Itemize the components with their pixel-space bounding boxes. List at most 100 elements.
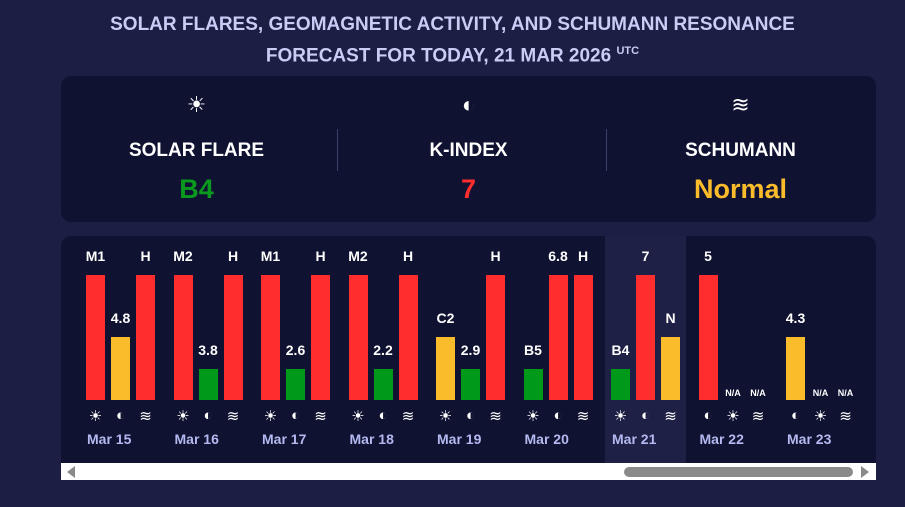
summary-schumann: ≋ SCHUMANN Normal xyxy=(605,76,876,222)
timezone: UTC xyxy=(616,45,640,57)
bar-kindex[interactable] xyxy=(786,337,805,400)
bar-schumann[interactable] xyxy=(398,275,418,400)
waves-icon: ≋ xyxy=(401,408,415,425)
sun-icon: ☀ xyxy=(613,408,628,425)
bar-solar[interactable] xyxy=(348,275,368,400)
title-line-1: SOLAR FLARES, GEOMAGNETIC ACTIVITY, AND … xyxy=(110,14,795,35)
bar-schumann[interactable] xyxy=(573,275,593,400)
summary-value: Normal xyxy=(693,174,788,204)
magnet-icon: ◐ xyxy=(703,407,713,424)
bar-label-solar: C2 xyxy=(436,310,455,326)
bar-solar[interactable] xyxy=(86,275,105,400)
bar-kindex[interactable] xyxy=(636,275,655,400)
summary-value: 7 xyxy=(460,174,477,204)
bar-solar[interactable] xyxy=(611,369,630,400)
bar-label-kindex: 7 xyxy=(641,248,650,264)
bar-kindex[interactable] xyxy=(548,275,568,400)
date-label: Mar 19 xyxy=(437,431,482,447)
bar-solar[interactable] xyxy=(173,275,193,400)
magnet-icon: ◐ xyxy=(203,407,213,424)
bar-solar[interactable] xyxy=(523,369,543,400)
date-label: Mar 20 xyxy=(524,431,569,447)
bar-label-schumann: H xyxy=(577,248,589,264)
bar-label-kindex: 2.9 xyxy=(460,342,481,358)
bar-schumann[interactable] xyxy=(223,275,243,400)
sun-icon: ☀ xyxy=(88,408,103,425)
date-label: Mar 18 xyxy=(349,431,394,447)
bar-solar[interactable] xyxy=(436,337,455,400)
waves-icon: ≋ xyxy=(731,92,750,117)
bar-label-schumann: N xyxy=(665,310,676,326)
bar-label-solar: M1 xyxy=(85,248,106,264)
bar-label-schumann: H xyxy=(315,248,326,264)
bar-label-schumann: H xyxy=(227,248,239,264)
summary-k-index: ◐ K-INDEX 7 xyxy=(333,76,604,222)
bar-schumann[interactable] xyxy=(486,275,505,400)
date-label: Mar 17 xyxy=(262,431,307,447)
bar-label-schumann: H xyxy=(402,248,414,264)
title-line-2: FORECAST FOR TODAY, 21 MAR 2026 xyxy=(265,45,612,67)
bar-kindex[interactable] xyxy=(373,369,393,400)
magnet-icon: ◐ xyxy=(553,407,563,424)
magnet-icon: ◐ xyxy=(290,407,301,424)
waves-icon: ≋ xyxy=(751,408,765,425)
bar-label-schumann: N/A xyxy=(750,388,766,398)
magnet-icon: ◐ xyxy=(790,407,801,424)
bar-label-schumann: N/A xyxy=(837,388,854,398)
bar-kindex[interactable] xyxy=(461,369,480,400)
sun-icon: ☀ xyxy=(526,408,540,425)
waves-icon: ≋ xyxy=(139,408,152,425)
sun-icon: ☀ xyxy=(726,408,740,425)
bar-label-kindex: 5 xyxy=(704,248,712,264)
magnet-icon: ◐ xyxy=(465,407,476,424)
summary-label: SCHUMANN xyxy=(685,140,796,161)
forecast-chart: H ≋ M1 ☀ 4.8 ◐ H ≋ Mar 15 M2 ☀ 3.8 ◐ H ≋ Mar 16 M1 ☀ 2.6 ◐ H… xyxy=(61,236,876,463)
sun-icon: ☀ xyxy=(176,408,190,425)
bar-kindex[interactable] xyxy=(111,337,130,400)
waves-icon: ≋ xyxy=(839,408,852,425)
sun-icon: ☀ xyxy=(813,408,828,425)
bar-label-schumann: H xyxy=(140,248,151,264)
sun-icon: ☀ xyxy=(351,408,365,425)
sun-icon: ☀ xyxy=(263,408,278,425)
waves-icon: ≋ xyxy=(489,408,502,425)
bar-kindex[interactable] xyxy=(698,275,718,400)
bar-label-kindex: 4.8 xyxy=(110,310,131,326)
bar-schumann[interactable] xyxy=(661,337,680,400)
waves-icon: ≋ xyxy=(664,408,677,425)
page-title: SOLAR FLARES, GEOMAGNETIC ACTIVITY, AND … xyxy=(0,12,905,69)
bar-label-kindex: 4.3 xyxy=(785,310,806,326)
bar-label-schumann: H xyxy=(490,248,501,264)
magnet-icon: ◐ xyxy=(461,92,476,117)
bar-schumann[interactable] xyxy=(311,275,330,400)
summary-label: SOLAR FLARE xyxy=(128,140,265,161)
scroll-left-arrow[interactable] xyxy=(67,466,75,478)
magnet-icon: ◐ xyxy=(640,407,651,424)
bar-label-solar: M2 xyxy=(173,248,193,264)
bar-label-kindex: 6.8 xyxy=(548,248,568,264)
summary-label: K-INDEX xyxy=(429,140,508,161)
bar-kindex[interactable] xyxy=(198,369,218,400)
bar-label-kindex: 2.6 xyxy=(285,342,306,358)
summary-solar-flare: ☀ SOLAR FLARE B4 xyxy=(61,76,332,222)
scroll-right-arrow[interactable] xyxy=(861,466,869,478)
date-label: Mar 23 xyxy=(787,431,832,447)
date-label: Mar 22 xyxy=(699,431,744,447)
date-label: Mar 16 xyxy=(174,431,219,447)
bar-label-kindex: 3.8 xyxy=(198,342,218,358)
scroll-thumb[interactable] xyxy=(624,467,853,477)
bar-solar[interactable] xyxy=(261,275,280,400)
waves-icon: ≋ xyxy=(576,408,590,425)
divider xyxy=(606,129,607,171)
magnet-icon: ◐ xyxy=(115,407,126,424)
waves-icon: ≋ xyxy=(226,408,240,425)
sun-icon: ☀ xyxy=(438,408,453,425)
bar-label-kindex: 2.2 xyxy=(373,342,393,358)
date-label: Mar 15 xyxy=(87,431,132,447)
bar-schumann[interactable] xyxy=(136,275,155,400)
bar-kindex[interactable] xyxy=(286,369,305,400)
horizontal-scrollbar[interactable] xyxy=(61,463,876,480)
bar-label-solar: B5 xyxy=(524,342,542,358)
bar-label-solar: N/A xyxy=(812,388,829,398)
sun-icon: ☀ xyxy=(186,92,207,117)
